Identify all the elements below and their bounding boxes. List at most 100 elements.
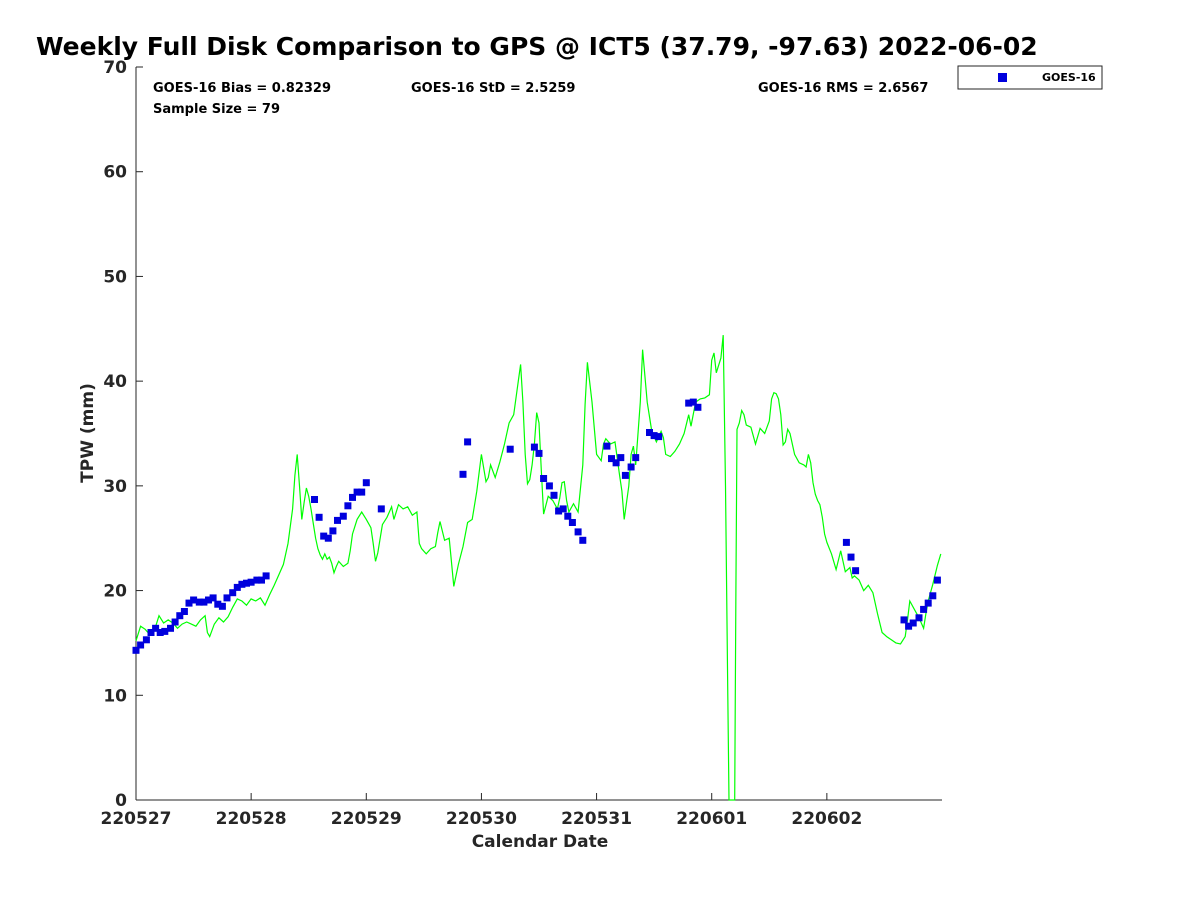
goes16-point xyxy=(344,502,352,510)
goes16-point xyxy=(243,579,250,587)
goes16-point xyxy=(349,493,356,501)
goes16-point xyxy=(324,534,332,542)
goes16-point xyxy=(152,624,160,632)
goes16-point xyxy=(233,583,241,591)
goes16-point xyxy=(627,463,635,471)
rms-stat: GOES-16 RMS = 2.6567 xyxy=(758,81,928,96)
y-ticks: 0 10 20 30 40 50 60 70 xyxy=(103,58,143,811)
goes16-point xyxy=(190,596,198,604)
goes16-point xyxy=(929,592,937,600)
goes16-point xyxy=(689,398,697,406)
goes16-point xyxy=(205,596,212,604)
goes16-point xyxy=(209,594,217,602)
goes16-point xyxy=(574,528,582,536)
goes16-point xyxy=(253,576,261,584)
x-ticks: 220527 220528 220529 220530 220531 220601 2206… xyxy=(101,793,862,829)
x-tick-label: 220602 xyxy=(791,809,862,829)
goes16-point xyxy=(632,454,640,462)
goes16-point xyxy=(258,576,265,584)
goes16-point xyxy=(650,432,658,440)
gps-tpw-line xyxy=(135,335,942,801)
y-tick-label: 70 xyxy=(103,58,127,78)
plot-area: 0 10 20 30 40 50 60 70 220527 220528 220529 220530… xyxy=(101,58,942,829)
goes16-point xyxy=(646,429,653,436)
goes16-point xyxy=(915,614,923,622)
goes16-point xyxy=(353,488,361,496)
y-tick-label: 30 xyxy=(103,477,127,497)
goes16-point xyxy=(315,513,323,521)
goes16-point xyxy=(377,505,385,513)
y-tick-label: 10 xyxy=(103,686,127,706)
y-tick-label: 20 xyxy=(103,582,127,602)
goes16-point xyxy=(655,433,663,441)
goes16-point xyxy=(617,454,625,462)
y-tick-label: 0 xyxy=(115,791,127,811)
goes16-point xyxy=(545,482,553,490)
goes16-point xyxy=(214,600,222,608)
chart-title: Weekly Full Disk Comparison to GPS @ ICT… xyxy=(36,32,1038,61)
goes16-point xyxy=(694,403,702,411)
goes16-point xyxy=(555,507,563,515)
goes16-point xyxy=(200,598,208,606)
goes16-point xyxy=(847,553,855,561)
goes16-point xyxy=(464,438,472,446)
goes16-point xyxy=(320,532,328,540)
goes16-point xyxy=(147,629,155,636)
goes16-point xyxy=(247,578,255,586)
x-tick-label: 220530 xyxy=(446,809,517,829)
x-tick-label: 220529 xyxy=(331,809,402,829)
goes16-point xyxy=(229,589,237,597)
x-tick-label: 220601 xyxy=(676,809,747,829)
goes16-point xyxy=(909,619,917,627)
goes16-point xyxy=(612,459,620,467)
series-layer xyxy=(132,335,942,801)
std-stat: GOES-16 StD = 2.5259 xyxy=(411,81,575,96)
x-tick-label: 220531 xyxy=(561,809,632,829)
bias-stat: GOES-16 Bias = 0.82329 xyxy=(153,81,331,96)
goes16-point xyxy=(329,527,337,535)
goes16-point xyxy=(603,442,611,450)
goes16-point xyxy=(142,636,150,644)
goes16-point xyxy=(459,470,467,478)
goes16-point xyxy=(156,629,164,636)
x-axis-label: Calendar Date xyxy=(472,832,609,852)
goes16-point xyxy=(559,505,567,513)
goes16-point xyxy=(195,598,203,606)
goes16-point xyxy=(535,449,543,457)
y-tick-label: 50 xyxy=(103,267,127,287)
y-tick-label: 40 xyxy=(103,372,127,392)
goes16-point xyxy=(900,616,908,624)
goes16-point xyxy=(933,576,941,584)
goes16-point xyxy=(685,399,693,407)
goes16-point xyxy=(568,519,576,526)
y-tick-label: 60 xyxy=(103,163,127,183)
goes16-point xyxy=(311,496,318,503)
goes16-point xyxy=(924,599,932,607)
goes16-point xyxy=(132,646,140,654)
goes16-point xyxy=(905,622,913,630)
goes16-point xyxy=(161,627,169,635)
goes16-point xyxy=(506,445,514,453)
goes16-point xyxy=(579,536,587,544)
goes16-point xyxy=(842,538,850,546)
goes16-point xyxy=(171,618,179,626)
x-tick-label: 220528 xyxy=(216,809,287,829)
goes16-point xyxy=(564,512,572,520)
goes16-point xyxy=(608,455,615,463)
legend-marker-goes16 xyxy=(998,73,1007,82)
goes16-point xyxy=(362,479,370,487)
goes16-point xyxy=(137,641,145,649)
goes16-point xyxy=(334,516,341,524)
goes16-point xyxy=(185,599,193,607)
goes16-point xyxy=(852,567,860,575)
goes16-point xyxy=(262,572,270,580)
goes16-point xyxy=(238,580,246,588)
goes16-point xyxy=(550,491,558,499)
goes16-point xyxy=(180,608,188,615)
legend-label-goes16: GOES-16 xyxy=(1042,71,1096,84)
goes16-point xyxy=(530,443,538,451)
goes16-point xyxy=(223,594,231,602)
x-tick-label: 220527 xyxy=(101,809,172,829)
legend: GOES-16 xyxy=(957,65,1103,90)
